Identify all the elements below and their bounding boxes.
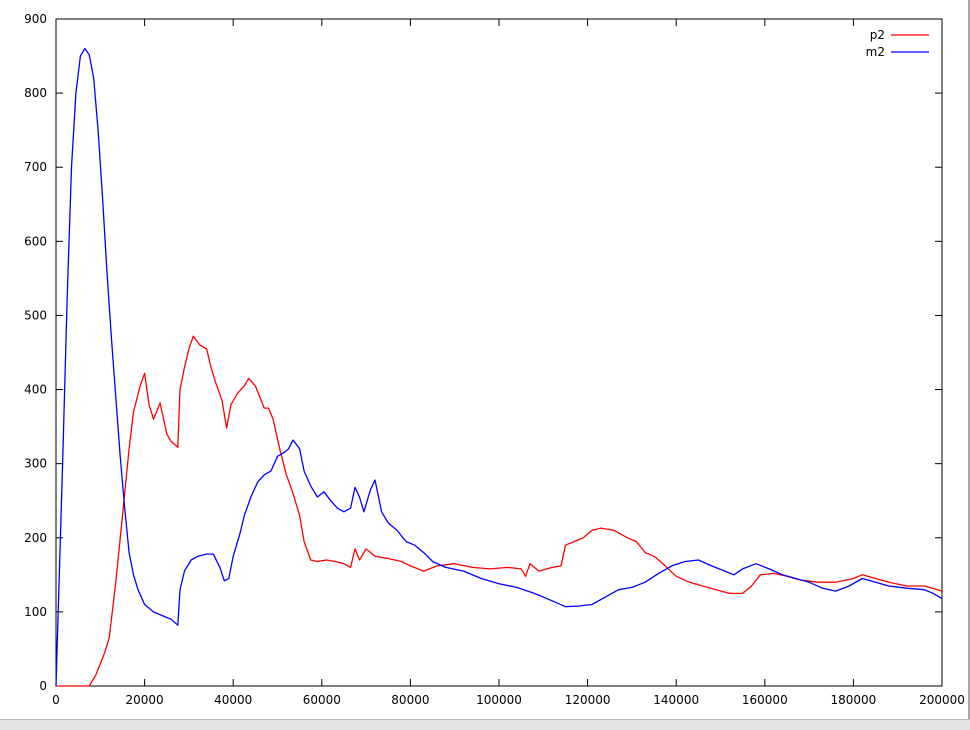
y-tick-label: 200: [24, 531, 47, 545]
x-tick-label: 200000: [919, 693, 965, 707]
x-tick-label: 60000: [303, 693, 341, 707]
x-tick-label: 180000: [830, 693, 876, 707]
legend-label-p2: p2: [870, 28, 885, 42]
series-lines: [55, 47, 943, 687]
axis-ticks: [55, 18, 943, 687]
y-tick-label: 900: [24, 12, 47, 26]
y-tick-label: 300: [24, 457, 47, 471]
plot-area-frame: [55, 18, 943, 687]
x-tick-label: 80000: [391, 693, 429, 707]
x-tick-label: 160000: [742, 693, 788, 707]
y-tick-label: 600: [24, 234, 47, 248]
y-tick-label: 400: [24, 383, 47, 397]
window-bottom-edge: [0, 719, 970, 730]
series-line-p2: [56, 335, 943, 687]
y-tick-label: 800: [24, 86, 47, 100]
y-tick-labels: 0 100 200 300 400 500 600 700 800 900: [24, 12, 47, 693]
x-tick-label: 140000: [653, 693, 699, 707]
x-tick-label: 0: [52, 693, 60, 707]
x-tick-label: 120000: [565, 693, 611, 707]
series-line-m2: [55, 47, 943, 687]
y-tick-label: 0: [39, 679, 47, 693]
y-tick-label: 700: [24, 160, 47, 174]
x-tick-label: 40000: [214, 693, 252, 707]
y-tick-label: 100: [24, 605, 47, 619]
legend-label-m2: m2: [866, 45, 885, 59]
x-tick-labels: 0 20000 40000 60000 80000 100000 120000 140000 1…: [52, 693, 965, 707]
x-tick-label: 100000: [476, 693, 522, 707]
x-tick-label: 20000: [126, 693, 164, 707]
y-tick-label: 500: [24, 308, 47, 322]
